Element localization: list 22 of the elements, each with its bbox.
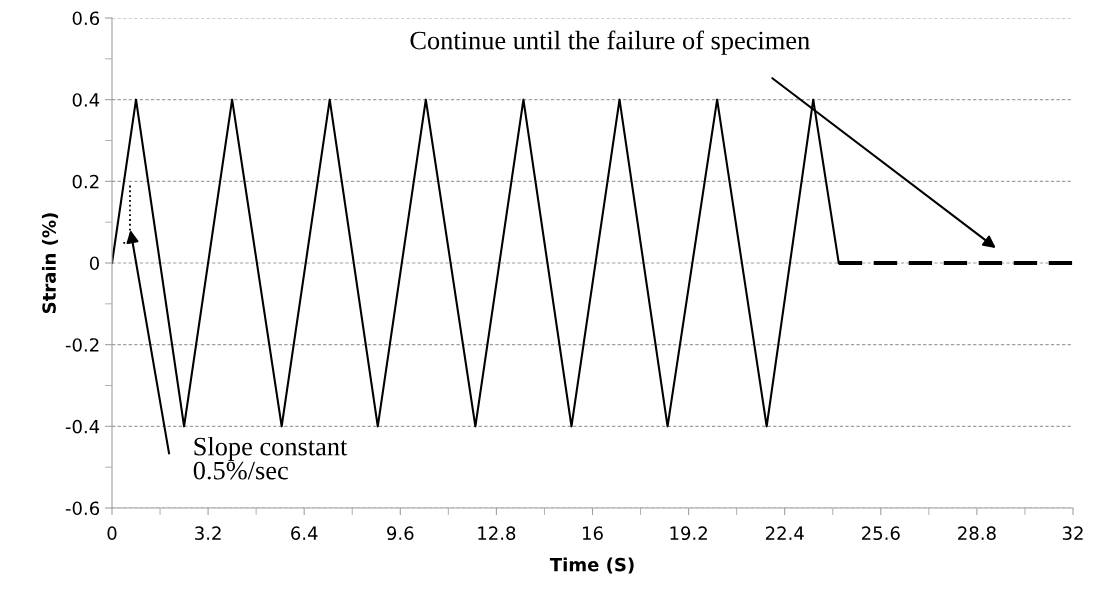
x-tick-label: 6.4 [291, 526, 318, 541]
x-tick-label: 32 [1062, 526, 1083, 541]
x-tick-label: 28.8 [958, 526, 996, 541]
x-tick-label: 0 [107, 526, 117, 541]
x-tick-label: 25.6 [862, 526, 900, 541]
y-tick-label: 0.6 [72, 11, 100, 26]
annotation: Slope constant 0.5%/sec [193, 436, 348, 480]
y-tick-label: -0.4 [65, 419, 100, 434]
x-tick-label: 9.6 [387, 526, 414, 541]
x-tick-label: 22.4 [765, 526, 804, 540]
y-tick-label: 0.2 [72, 174, 99, 189]
y-tick-label: -0.2 [65, 338, 99, 352]
y-axis-title: Strain (%) [41, 213, 59, 314]
x-tick-label: 16 [583, 526, 603, 541]
x-tick-label: 12.8 [478, 526, 516, 541]
y-tick-label: 0.4 [72, 93, 100, 107]
annotation: Continue until the failure of specimen [410, 30, 810, 55]
x-tick-label: 19.2 [670, 526, 707, 541]
x-tick-label: 3.2 [195, 526, 221, 541]
x-axis-title: Time (S) [549, 557, 634, 574]
y-tick-label: 0 [89, 256, 99, 271]
y-tick-label: -0.6 [65, 501, 100, 516]
